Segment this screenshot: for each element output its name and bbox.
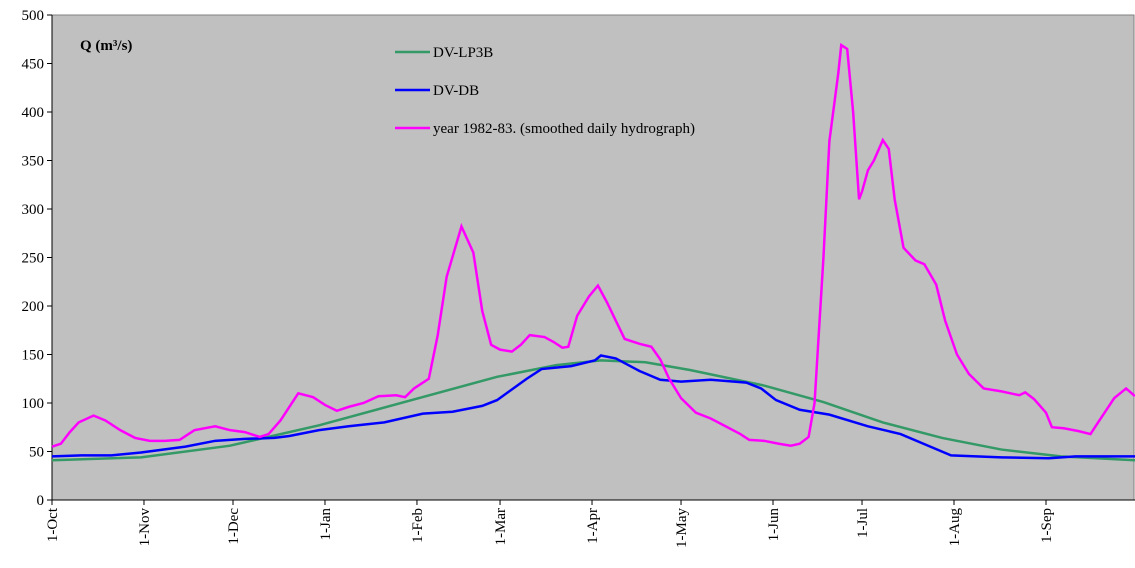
x-tick-label: 1-Apr (585, 508, 601, 544)
data-line (51, 359, 1135, 462)
x-tick-label: 1-Dec (226, 508, 242, 545)
x-tick-label: 1-May (674, 508, 690, 548)
x-tick-label: 1-Nov (137, 508, 153, 547)
y-tick-label: 150 (22, 348, 45, 364)
legend-label: DV-DB (433, 83, 479, 99)
y-tick-label: 450 (22, 57, 45, 73)
legend-label: year 1982-83. (smoothed daily hydrograph… (433, 121, 695, 137)
y-tick-label: 300 (22, 202, 45, 218)
y-tick-label: 0 (37, 493, 45, 509)
y-tick-label: 400 (22, 105, 45, 121)
y-tick-label: 100 (22, 396, 45, 412)
y-tick-label: 200 (22, 299, 45, 315)
x-tick-label: 1-Jan (318, 508, 334, 541)
x-tick-label: 1-Aug (947, 508, 963, 547)
x-tick-label: 1-Jul (855, 508, 871, 538)
x-tick-label: 1-Mar (493, 508, 509, 546)
y-tick-label: 250 (22, 251, 45, 267)
y-tick-label: 50 (29, 445, 44, 461)
x-tick-label: 1-Sep (1039, 508, 1055, 543)
y-axis-label: Q (m³/s) (80, 38, 132, 54)
x-tick-label: 1-Jun (766, 508, 782, 542)
data-line (51, 354, 1135, 460)
plot-area (51, 14, 1135, 501)
legend-label: DV-LP3B (433, 45, 493, 61)
y-tick-label: 350 (22, 154, 45, 170)
data-line (51, 42, 1135, 448)
x-tick-label: 1-Oct (45, 507, 61, 542)
x-tick-label: 1-Feb (410, 508, 426, 543)
y-tick-label: 500 (22, 8, 45, 24)
